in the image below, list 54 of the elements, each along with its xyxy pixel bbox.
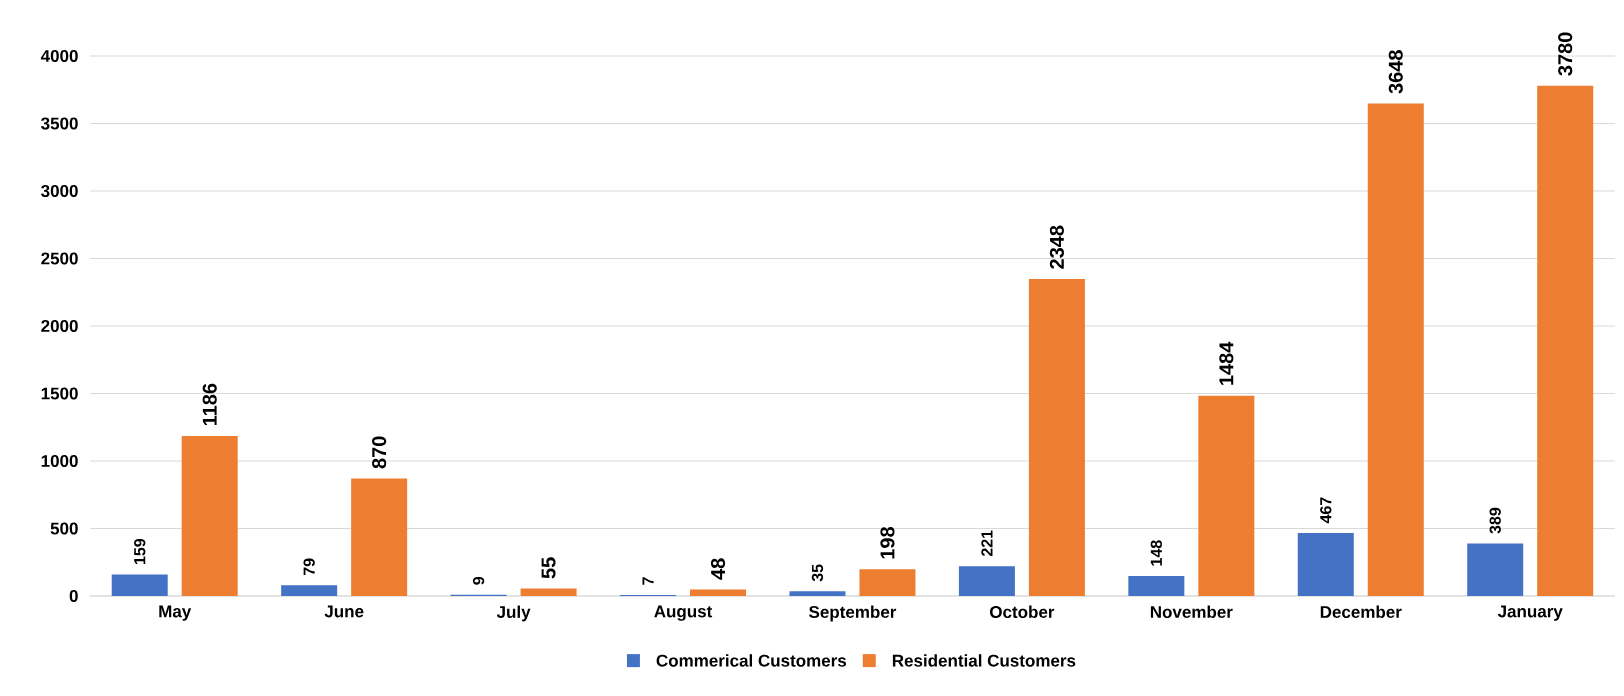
- bar: [1537, 85, 1594, 596]
- x-tick-label: October: [990, 605, 1055, 619]
- x-tick-label: June: [324, 605, 364, 618]
- data-label: 467: [1320, 497, 1332, 524]
- data-label: 3648: [1388, 50, 1403, 94]
- x-tick-label: January: [1497, 605, 1563, 621]
- bar: [1128, 576, 1185, 596]
- legend-label: Residential Customers: [892, 654, 1076, 667]
- data-label: 148: [1150, 540, 1162, 566]
- bar: [181, 435, 238, 596]
- data-label: 870: [372, 436, 387, 469]
- x-tick-label: September: [809, 605, 897, 622]
- x-tick-label: November: [1150, 605, 1233, 619]
- bar: [1367, 103, 1424, 596]
- bar: [1297, 532, 1354, 596]
- bar: [859, 569, 916, 596]
- bar: [958, 566, 1015, 596]
- y-tick-label: 3500: [41, 117, 78, 130]
- x-tick-label: May: [159, 605, 192, 621]
- data-label: 55: [541, 557, 556, 579]
- data-label: 79: [303, 558, 315, 576]
- x-tick-label: July: [496, 605, 531, 622]
- data-label: 389: [1489, 507, 1501, 534]
- y-tick-label: 2500: [41, 252, 78, 265]
- data-label: 221: [981, 530, 993, 557]
- bar: [1467, 543, 1524, 596]
- data-label: 159: [134, 538, 146, 564]
- legend-label: Commerical Customers: [656, 654, 847, 667]
- bar: [690, 589, 747, 596]
- bar: [520, 588, 577, 596]
- data-label: 198: [880, 526, 895, 559]
- data-label: 7: [642, 577, 654, 585]
- data-label: 1484: [1219, 341, 1234, 385]
- y-tick-label: 1000: [41, 454, 78, 468]
- data-label: 2348: [1049, 225, 1064, 269]
- bar: [351, 478, 408, 596]
- data-label: 48: [710, 558, 726, 580]
- y-tick-label: 500: [50, 522, 78, 535]
- bar: [111, 574, 168, 596]
- data-label: 3780: [1558, 32, 1573, 76]
- bar: [1198, 395, 1255, 596]
- bar: [1028, 279, 1085, 596]
- x-tick-label: December: [1320, 605, 1402, 619]
- y-tick-label: 2000: [41, 319, 78, 333]
- y-tick-label: 3000: [41, 184, 78, 198]
- y-tick-label: 0: [69, 589, 78, 603]
- bar: [789, 591, 846, 596]
- data-label: 9: [472, 576, 485, 585]
- data-label: 35: [811, 564, 824, 582]
- y-tick-label: 4000: [40, 49, 78, 63]
- bar: [281, 585, 338, 596]
- y-tick-label: 1500: [41, 387, 78, 400]
- data-label: 1186: [202, 383, 217, 426]
- x-tick-label: August: [654, 605, 713, 621]
